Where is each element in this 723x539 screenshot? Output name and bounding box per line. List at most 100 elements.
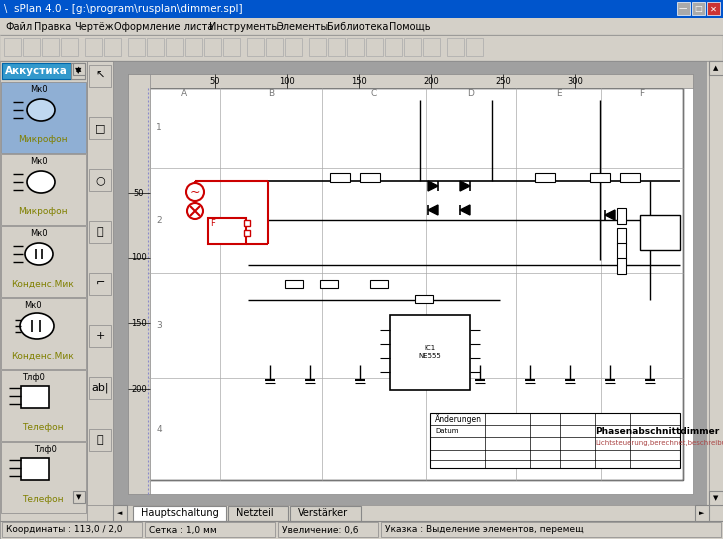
Text: Правка: Правка bbox=[34, 22, 72, 31]
Text: E: E bbox=[556, 89, 561, 99]
Text: Инструменты: Инструменты bbox=[209, 22, 279, 31]
Text: Телефон: Телефон bbox=[22, 424, 64, 432]
Text: B: B bbox=[268, 89, 274, 99]
Bar bbox=[89, 273, 111, 295]
Text: Änderungen: Änderungen bbox=[435, 414, 482, 424]
Text: Конденс.Мик: Конденс.Мик bbox=[12, 280, 74, 288]
Text: Телефон: Телефон bbox=[22, 495, 64, 505]
Text: 200: 200 bbox=[423, 77, 439, 86]
Bar bbox=[0, 35, 723, 61]
Bar bbox=[166, 38, 183, 56]
Text: ◄: ◄ bbox=[117, 510, 123, 516]
Bar bbox=[89, 169, 111, 191]
Text: 100: 100 bbox=[279, 77, 295, 86]
Text: □: □ bbox=[95, 123, 106, 133]
Text: Мк0: Мк0 bbox=[30, 157, 48, 167]
Bar bbox=[404, 38, 421, 56]
Bar bbox=[87, 61, 113, 505]
Text: Lichtsteuerung,berechnet,beschreibung: Lichtsteuerung,berechnet,beschreibung bbox=[595, 440, 723, 446]
Bar bbox=[1, 298, 86, 369]
Bar bbox=[617, 258, 626, 274]
Text: Мк0: Мк0 bbox=[24, 301, 42, 310]
Text: D: D bbox=[468, 89, 474, 99]
Text: Тлф0: Тлф0 bbox=[33, 446, 56, 454]
Bar bbox=[113, 505, 127, 521]
Bar bbox=[320, 280, 338, 288]
Polygon shape bbox=[460, 205, 470, 215]
Bar bbox=[244, 220, 250, 226]
Bar bbox=[366, 38, 383, 56]
Text: ~: ~ bbox=[189, 185, 200, 198]
Ellipse shape bbox=[27, 99, 55, 121]
Bar bbox=[285, 280, 303, 288]
Text: 2: 2 bbox=[156, 216, 162, 225]
Bar bbox=[1, 442, 86, 513]
Bar bbox=[617, 228, 626, 244]
Bar bbox=[85, 38, 102, 56]
Circle shape bbox=[187, 203, 203, 219]
Text: Netzteil: Netzteil bbox=[236, 508, 273, 518]
Bar bbox=[620, 173, 640, 182]
Bar bbox=[104, 38, 121, 56]
Ellipse shape bbox=[20, 313, 54, 339]
Bar bbox=[709, 491, 723, 505]
Bar bbox=[89, 429, 111, 451]
Text: C: C bbox=[371, 89, 377, 99]
Bar bbox=[285, 38, 302, 56]
Bar bbox=[23, 38, 40, 56]
Bar bbox=[244, 230, 250, 236]
Bar bbox=[185, 38, 202, 56]
Bar bbox=[128, 38, 145, 56]
Bar bbox=[590, 173, 610, 182]
Text: Аккустика: Аккустика bbox=[5, 66, 68, 76]
Bar bbox=[328, 38, 345, 56]
Bar bbox=[0, 61, 87, 521]
Text: F: F bbox=[639, 89, 645, 99]
Bar bbox=[423, 38, 440, 56]
Bar bbox=[1, 154, 86, 225]
Bar bbox=[447, 38, 464, 56]
Bar bbox=[1, 370, 86, 441]
Bar bbox=[2, 63, 85, 79]
Text: 250: 250 bbox=[495, 77, 511, 86]
Bar bbox=[113, 61, 707, 505]
Text: ►: ► bbox=[699, 510, 705, 516]
Bar bbox=[89, 117, 111, 139]
Bar bbox=[0, 18, 723, 35]
Text: Указка : Выделение элементов, перемещ: Указка : Выделение элементов, перемещ bbox=[385, 526, 583, 535]
Bar bbox=[385, 38, 402, 56]
Bar bbox=[145, 522, 275, 537]
Bar bbox=[535, 173, 555, 182]
Text: 4: 4 bbox=[156, 425, 162, 433]
Bar bbox=[73, 63, 85, 75]
Bar bbox=[707, 2, 720, 15]
Text: F: F bbox=[210, 219, 215, 229]
Bar bbox=[370, 280, 388, 288]
Bar bbox=[89, 325, 111, 347]
Bar bbox=[21, 386, 49, 408]
Bar bbox=[290, 506, 361, 521]
Bar bbox=[2, 522, 142, 537]
Text: 150: 150 bbox=[131, 319, 147, 328]
Text: ↖: ↖ bbox=[95, 71, 105, 81]
Text: ⤢: ⤢ bbox=[97, 227, 103, 237]
Polygon shape bbox=[428, 181, 438, 191]
Bar bbox=[128, 74, 693, 494]
Bar bbox=[89, 65, 111, 87]
Text: Файл: Файл bbox=[5, 22, 32, 31]
Bar bbox=[228, 506, 288, 521]
Text: 300: 300 bbox=[567, 77, 583, 86]
Bar bbox=[466, 38, 483, 56]
Text: Библиотека: Библиотека bbox=[328, 22, 389, 31]
Bar bbox=[278, 522, 378, 537]
Text: Координаты : 113,0 / 2,0: Координаты : 113,0 / 2,0 bbox=[6, 526, 122, 535]
Text: ▲: ▲ bbox=[714, 65, 719, 71]
Text: ▼: ▼ bbox=[74, 66, 81, 75]
Bar bbox=[128, 74, 693, 88]
Bar bbox=[617, 243, 626, 259]
Polygon shape bbox=[428, 205, 438, 215]
Text: 100: 100 bbox=[131, 253, 147, 262]
Bar bbox=[709, 61, 723, 75]
Text: Чертёж: Чертёж bbox=[74, 22, 114, 31]
Text: A: A bbox=[181, 89, 187, 99]
